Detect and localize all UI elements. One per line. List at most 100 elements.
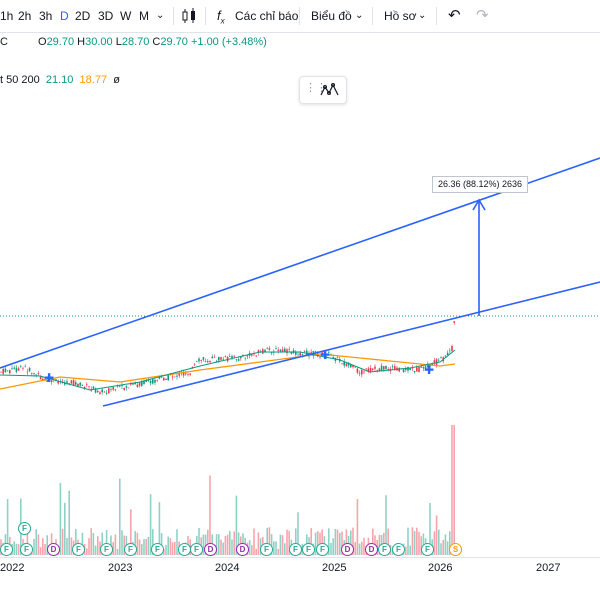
volume-bar — [235, 495, 238, 555]
volume-bar — [220, 539, 222, 555]
candle-body — [255, 355, 257, 357]
volume-bar — [268, 527, 271, 555]
earnings-event-icon[interactable]: F — [316, 543, 329, 556]
earnings-event-icon[interactable]: F — [100, 543, 113, 556]
dividend-event-icon[interactable]: D — [204, 543, 217, 556]
candle-body — [204, 360, 207, 362]
drag-handle-icon[interactable]: ⋮⋮ — [305, 82, 327, 94]
earnings-event-icon[interactable]: F — [18, 522, 31, 535]
interval-d[interactable]: D — [60, 9, 69, 23]
redo-icon[interactable]: ↷ — [476, 7, 489, 24]
candle-body — [290, 351, 293, 354]
projection-label[interactable]: 26.36 (88.12%) 2636 — [432, 176, 529, 193]
earnings-event-icon[interactable]: F — [190, 543, 203, 556]
candle-body — [323, 352, 326, 354]
volume-bar — [251, 545, 253, 555]
earnings-event-icon[interactable]: F — [392, 543, 405, 556]
volume-bar — [105, 529, 108, 555]
cross-marker-icon: ✚ — [320, 348, 330, 362]
volume-bar — [435, 515, 438, 555]
ma-visibility-icon[interactable]: ø — [113, 74, 120, 86]
candle-body — [343, 361, 345, 366]
interval-dropdown-chevron-icon[interactable]: ⌄ — [156, 10, 165, 21]
volume-bar — [332, 538, 334, 555]
volume-bar — [163, 548, 165, 555]
pattern-drawing-icon[interactable] — [320, 81, 340, 99]
indicators-button[interactable]: Các chỉ báo — [235, 9, 299, 23]
volume-bar — [17, 544, 20, 555]
candle-body — [268, 348, 271, 351]
volume-bars — [0, 425, 455, 555]
volume-bar — [451, 425, 453, 555]
earnings-event-icon[interactable]: F — [378, 543, 391, 556]
candle-body — [416, 367, 418, 372]
undo-icon[interactable]: ↶ — [448, 7, 461, 24]
price-chart[interactable]: ✚ ✚ ✚ — [0, 100, 600, 557]
volume-bar — [35, 529, 37, 555]
profile-button[interactable]: Hồ sơ — [384, 9, 417, 23]
interval-2d[interactable]: 2D — [75, 9, 91, 23]
split-event-icon[interactable]: S — [449, 543, 462, 556]
dividend-event-icon[interactable]: D — [365, 543, 378, 556]
volume-bar — [440, 543, 442, 555]
volume-bar — [345, 529, 348, 555]
interval-3d[interactable]: 3D — [98, 9, 114, 23]
candles-icon[interactable] — [181, 8, 197, 24]
interval-w[interactable]: W — [120, 9, 132, 23]
time-axis[interactable]: 2022 2023 2024 2025 2026 2027 — [0, 557, 600, 578]
volume-bar — [61, 528, 64, 555]
candle-body — [407, 366, 409, 371]
candle-body — [20, 365, 22, 367]
chart-type-chevron-icon[interactable]: ⌄ — [355, 10, 364, 21]
candle-body — [31, 373, 33, 374]
earnings-event-icon[interactable]: F — [289, 543, 302, 556]
earnings-event-icon[interactable]: F — [421, 543, 434, 556]
candle-body — [37, 373, 40, 374]
dividend-event-icon[interactable]: D — [341, 543, 354, 556]
interval-3h[interactable]: 3h — [39, 9, 53, 23]
earnings-event-icon[interactable]: F — [151, 543, 164, 556]
volume-bar — [385, 495, 387, 555]
candle-body — [211, 356, 213, 358]
ohlc-legend: C — [0, 36, 8, 48]
volume-bar — [66, 537, 68, 555]
toolbar-divider — [299, 7, 300, 25]
earnings-event-icon[interactable]: F — [0, 543, 13, 556]
profile-chevron-icon[interactable]: ⌄ — [418, 10, 427, 21]
candle-body — [422, 366, 425, 369]
candle-body — [365, 368, 367, 370]
volume-bar — [413, 531, 416, 555]
ma-legend: t 50 200 21.10 18.77 ø — [0, 74, 120, 86]
candle-body — [134, 382, 136, 385]
candle-body — [418, 366, 420, 372]
candle-body — [99, 392, 101, 394]
candle-body — [233, 356, 235, 357]
channel-upper-line[interactable] — [0, 157, 600, 369]
candle-body — [0, 371, 2, 373]
volume-bar — [68, 490, 70, 555]
floating-drawing-toolbar[interactable]: ⋮⋮ — [299, 76, 347, 104]
earnings-event-icon[interactable]: F — [260, 543, 273, 556]
chart-type-button[interactable]: Biểu đồ — [311, 9, 352, 23]
interval-2h[interactable]: 2h — [18, 9, 32, 23]
close-value: 29.70 — [160, 36, 188, 48]
dividend-event-icon[interactable]: D — [47, 543, 60, 556]
volume-bar — [442, 539, 444, 555]
earnings-event-icon[interactable]: F — [72, 543, 85, 556]
earnings-event-icon[interactable]: F — [124, 543, 137, 556]
candle-body — [33, 373, 35, 374]
volume-bar — [314, 532, 317, 555]
volume-bar — [288, 530, 290, 555]
earnings-event-icon[interactable]: F — [302, 543, 315, 556]
channel-lower-line[interactable] — [102, 281, 600, 407]
candle-body — [105, 392, 108, 394]
candle-body — [182, 372, 185, 376]
candle-body — [306, 350, 308, 355]
dividend-event-icon[interactable]: D — [236, 543, 249, 556]
fx-icon[interactable]: fx — [217, 8, 225, 26]
interval-m[interactable]: M — [139, 9, 149, 23]
interval-1h[interactable]: 1h — [0, 9, 14, 23]
volume-bar — [88, 538, 90, 555]
earnings-event-icon[interactable]: F — [20, 543, 33, 556]
candle-body — [361, 369, 363, 375]
